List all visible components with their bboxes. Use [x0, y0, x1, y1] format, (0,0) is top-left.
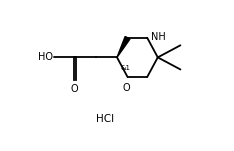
Text: &1: &1 — [120, 65, 130, 71]
Text: NH: NH — [151, 32, 166, 42]
Polygon shape — [117, 36, 130, 57]
Text: HCl: HCl — [96, 114, 114, 124]
Text: O: O — [71, 84, 79, 94]
Text: HO: HO — [38, 52, 53, 62]
Text: O: O — [122, 83, 130, 93]
